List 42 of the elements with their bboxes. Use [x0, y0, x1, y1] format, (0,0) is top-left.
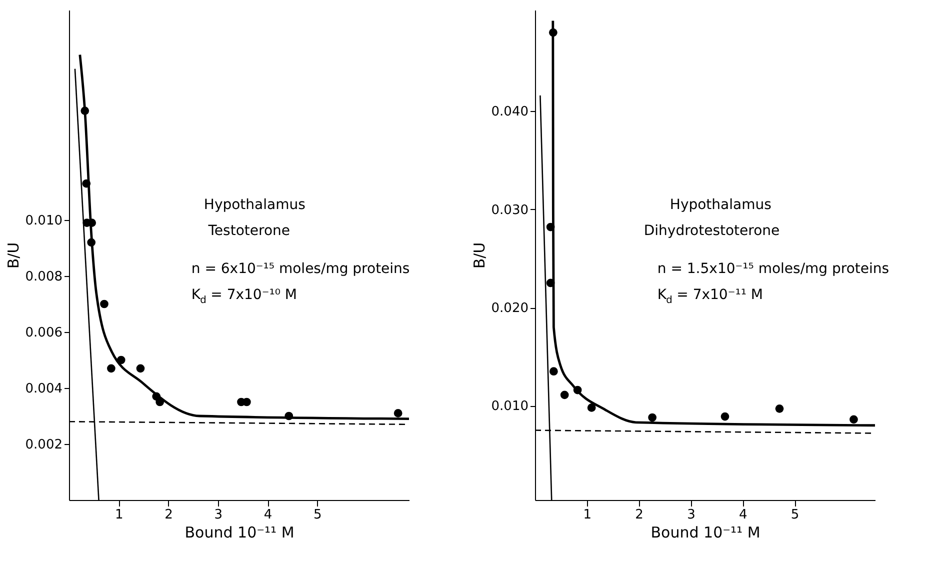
- point: [720, 412, 730, 421]
- point: [136, 364, 145, 373]
- y-tick-label: 0.010: [25, 214, 62, 228]
- point: [242, 398, 251, 406]
- x-tick-label: 3: [687, 508, 696, 522]
- x-axis-title: Bound 10⁻¹¹ M: [650, 524, 760, 542]
- point: [587, 404, 596, 412]
- y-tick-label: 0.020: [491, 301, 528, 316]
- y-tick-label: 0.008: [25, 270, 62, 284]
- annotation: Testoterone: [207, 223, 290, 239]
- x-tick-label: 1: [114, 508, 124, 522]
- x-tick-label: 3: [214, 508, 223, 522]
- point: [850, 415, 858, 424]
- y-tick-label: 0.040: [491, 104, 528, 120]
- y-tick-label: 0.006: [25, 326, 62, 340]
- x-tick-label: 2: [164, 508, 173, 522]
- point: [100, 300, 108, 308]
- annotation: n = 1.5x10⁻¹⁵ moles/mg proteins: [657, 261, 890, 277]
- annotation: Dihydrotestoterone: [644, 223, 780, 239]
- x-axis-title: Bound 10⁻¹¹ M: [184, 524, 294, 542]
- point: [775, 404, 784, 413]
- x-tick-label: 1: [583, 508, 592, 522]
- y-axis-title: B/U: [470, 242, 488, 269]
- line-series: [78, 54, 410, 420]
- y-tick-label: 0.004: [25, 382, 62, 396]
- point: [107, 364, 116, 373]
- point: [550, 367, 558, 376]
- x-tick-label: 4: [738, 508, 748, 522]
- point: [394, 409, 402, 418]
- x-tick-label: 2: [635, 508, 644, 522]
- annotation: Hypothalamus: [670, 197, 772, 213]
- y-axis-title: B/U: [4, 242, 22, 269]
- x-tick-label: 5: [314, 508, 322, 522]
- annotation: n = 6x10⁻¹⁵ moles/mg proteins: [191, 261, 410, 277]
- annotation: Hypothalamus: [204, 197, 306, 213]
- x-tick-label: 4: [264, 508, 272, 522]
- x-tick-label: 5: [790, 508, 800, 522]
- point: [560, 390, 569, 400]
- y-tick-label: 0.010: [491, 399, 528, 414]
- y-tick-label: 0.002: [25, 438, 62, 452]
- point: [648, 413, 656, 422]
- y-tick-label: 0.030: [491, 202, 528, 218]
